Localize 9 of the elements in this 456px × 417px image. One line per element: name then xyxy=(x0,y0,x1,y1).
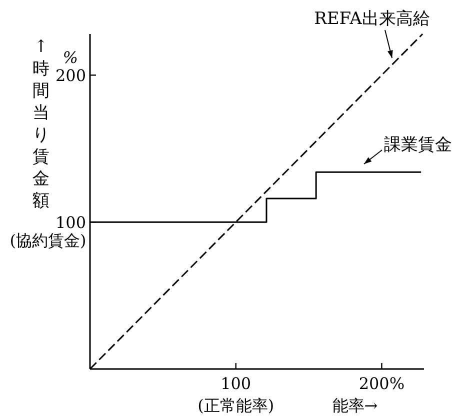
y-axis-title: ↑時間当り賃金額 xyxy=(32,37,50,211)
x-tick-label: 200% xyxy=(358,374,405,393)
y-tick-label: 200 xyxy=(55,66,86,86)
x-axis-title: 能率→ xyxy=(332,396,378,415)
series-label: 課業賃金 xyxy=(384,135,452,155)
text: (協約賃金) xyxy=(10,231,86,250)
text: (正常能率) xyxy=(198,396,274,415)
text: % xyxy=(62,48,78,68)
series-label: REFA出来高給 xyxy=(314,9,430,29)
